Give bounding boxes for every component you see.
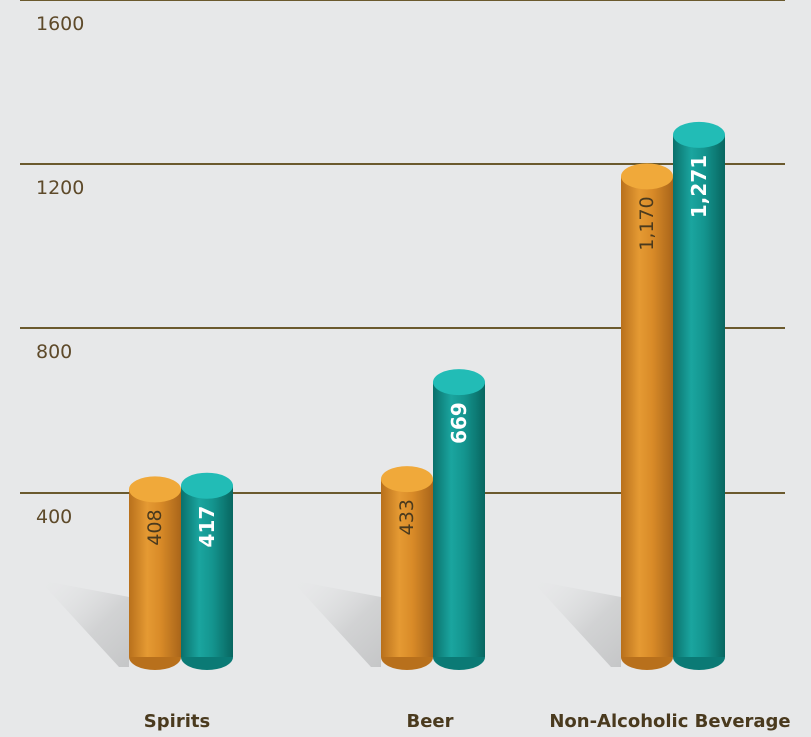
category-label-2: Non-Alcoholic Beverage — [549, 711, 790, 732]
value-label-teal-2: 1,271 — [687, 155, 711, 218]
bar-non-alcoholic-beverage-orange — [621, 163, 673, 670]
labels: 400 800 1200 1600 408 433 1,170 417 669 1,271 Spir… — [36, 13, 791, 732]
bar-non-alcoholic-beverage-teal — [673, 121, 725, 670]
bar-spirits-teal — [181, 472, 233, 670]
bar-shadows — [39, 580, 621, 667]
value-label-orange-2: 1,170 — [636, 196, 658, 250]
value-label-teal-1: 669 — [447, 402, 471, 444]
bar-shadow — [291, 580, 381, 667]
value-label-teal-0: 417 — [195, 506, 219, 548]
category-label-0: Spirits — [144, 711, 210, 732]
y-tick-label-1600: 1600 — [36, 13, 84, 35]
value-label-orange-0: 408 — [144, 509, 166, 545]
category-label-1: Beer — [406, 711, 453, 732]
bar-spirits-orange — [129, 476, 181, 670]
y-tick-label-400: 400 — [36, 506, 72, 528]
bar-beer-teal — [433, 369, 485, 670]
value-label-orange-1: 433 — [396, 499, 418, 535]
bar-shadow — [531, 580, 621, 667]
y-tick-label-800: 800 — [36, 341, 72, 363]
bar-beer-orange — [381, 466, 433, 670]
y-tick-label-1200: 1200 — [36, 177, 84, 199]
bar-shadow — [39, 580, 129, 667]
bars — [129, 121, 725, 670]
